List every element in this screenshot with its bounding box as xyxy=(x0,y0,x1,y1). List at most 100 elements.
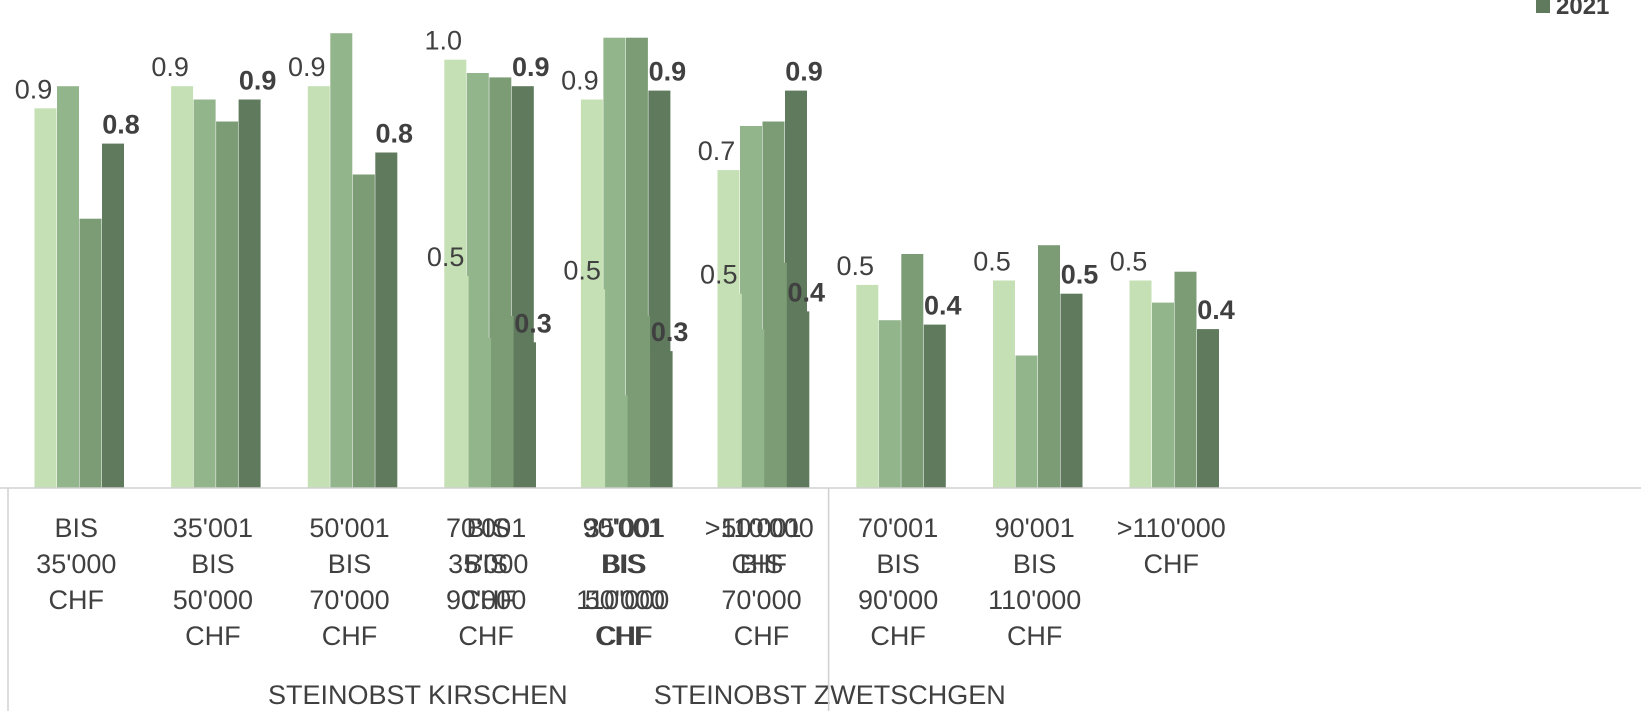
category-label-g1-c3-l2: 90'000 xyxy=(858,585,938,615)
data-label-g0-c0-s0: 0.9 xyxy=(15,74,53,104)
data-label-g1-c0-s0: 0.5 xyxy=(427,242,465,272)
bar-g1-c2-s3 xyxy=(787,311,810,488)
data-label-g1-c4-s0: 0.5 xyxy=(973,247,1011,277)
bar-g1-c0-s1 xyxy=(469,337,492,488)
data-label-g0-c1-s0: 0.9 xyxy=(151,52,189,82)
category-label-g1-c4-l1: BIS xyxy=(1013,549,1057,579)
category-label-g1-c1-l3: CHF xyxy=(597,621,653,651)
category-label-g0-c4-l3: CHF xyxy=(595,621,651,651)
bar-g1-c1-s3 xyxy=(650,351,673,488)
category-label-g0-c3-l2: 90'000 xyxy=(446,585,526,615)
category-label-g1-c5-l0: >110'000 xyxy=(1117,513,1226,543)
bar-g1-c0-s2 xyxy=(491,315,514,488)
bar-g0-c2-s0 xyxy=(307,86,330,488)
legend: 2021 xyxy=(1536,0,1609,20)
category-label-g1-c5-l1: CHF xyxy=(1144,549,1200,579)
category-label-g0-c5-l0: >110'000 xyxy=(705,513,814,543)
category-label-g1-c3-l1: BIS xyxy=(876,549,920,579)
category-label-g0-c2-l3: CHF xyxy=(322,621,378,651)
category-label-g0-c0-l1: 35'000 xyxy=(36,549,116,579)
bar-g1-c2-s1 xyxy=(742,329,765,488)
data-label-g1-c5-s3: 0.4 xyxy=(1197,295,1235,325)
data-label-g0-c5-s3: 0.9 xyxy=(785,57,823,87)
category-label-g1-c2-l1: BIS xyxy=(740,549,784,579)
bar-g0-c1-s0 xyxy=(171,86,194,488)
bar-g0-c0-s2 xyxy=(79,218,102,488)
data-label-g1-c3-s0: 0.5 xyxy=(837,251,875,281)
category-axis: BIS35'000CHF35'001BIS50'000CHF50'001BIS7… xyxy=(0,487,1641,711)
category-label-g1-c1-l1: BIS xyxy=(603,549,647,579)
category-label-g1-c4-l0: 90'001 xyxy=(995,513,1075,543)
data-label-g1-c5-s0: 0.5 xyxy=(1110,247,1148,277)
category-label-g0-c2-l0: 50'001 xyxy=(309,513,389,543)
category-label-g1-c2-l2: 70'000 xyxy=(721,585,801,615)
bar-g1-c4-s1 xyxy=(1015,355,1038,488)
bar-g1-c3-s1 xyxy=(878,320,901,488)
data-label-g0-c1-s3: 0.9 xyxy=(239,66,277,96)
bar-g1-c0-s0 xyxy=(446,276,469,488)
bar-g1-c4-s3 xyxy=(1060,293,1083,488)
group-label-0: STEINOBST KIRSCHEN xyxy=(268,680,568,710)
bar-g0-c1-s1 xyxy=(193,99,216,488)
bars-layer xyxy=(34,33,1219,489)
category-label-g0-c0-l2: CHF xyxy=(49,585,105,615)
category-label-g0-c4-l2: 110'000 xyxy=(576,585,669,615)
category-label-g0-c2-l1: BIS xyxy=(328,549,372,579)
data-label-g1-c4-s3: 0.5 xyxy=(1061,260,1099,290)
category-label-g1-c1-l0: 35'001 xyxy=(585,513,665,543)
bar-g0-c0-s1 xyxy=(57,86,79,488)
category-label-g0-c4-l0: 90'001 xyxy=(583,513,663,543)
bar-g1-c5-s2 xyxy=(1174,271,1197,488)
category-label-g1-c4-l2: 110'000 xyxy=(988,585,1081,615)
bar-g1-c1-s2 xyxy=(628,315,651,488)
legend-swatch-2021 xyxy=(1536,0,1550,13)
data-label-g0-c3-s3: 0.9 xyxy=(512,52,550,82)
bar-g1-c2-s2 xyxy=(764,262,787,488)
data-label-g0-c0-s3: 0.8 xyxy=(102,110,140,140)
bar-g1-c3-s3 xyxy=(923,324,946,488)
bar-g1-c4-s0 xyxy=(993,280,1015,488)
bar-g1-c5-s1 xyxy=(1152,302,1174,488)
data-label-g1-c1-s0: 0.5 xyxy=(563,255,601,285)
data-label-g0-c4-s0: 0.9 xyxy=(561,66,599,96)
category-label-g0-c4-l1: BIS xyxy=(601,549,645,579)
category-label-g1-c4-l3: CHF xyxy=(1007,621,1063,651)
bar-g1-c5-s0 xyxy=(1129,280,1152,488)
category-label-g1-c1-l2: 50'000 xyxy=(585,585,665,615)
bar-g1-c5-s3 xyxy=(1197,329,1219,488)
category-label-g0-c3-l3: CHF xyxy=(458,621,514,651)
value-labels-layer: 0.9 0.8 0.9 0.9 0.9 0.8 1.0 0.9 0.9 0.9 0.7 0.9 0.5 0… xyxy=(15,26,1235,347)
legend-label-2021: 2021 xyxy=(1556,0,1609,20)
category-label-g0-c5-l1: CHF xyxy=(732,549,788,579)
bar-g0-c2-s1 xyxy=(330,33,353,488)
category-label-g1-c0-l2: CHF xyxy=(461,585,517,615)
category-label-g1-c3-l0: 70'001 xyxy=(858,513,938,543)
bar-g0-c0-s0 xyxy=(34,108,57,489)
data-label-g1-c2-s3: 0.4 xyxy=(788,277,826,307)
bar-g0-c1-s2 xyxy=(216,121,239,488)
bar-g0-c0-s3 xyxy=(102,143,124,488)
category-label-g0-c3-l0: 70'001 xyxy=(446,513,526,543)
bar-g1-c0-s3 xyxy=(514,342,536,488)
data-label-g1-c3-s3: 0.4 xyxy=(924,291,962,321)
category-label-g1-c2-l0: 50'001 xyxy=(721,513,801,543)
bar-g1-c1-s0 xyxy=(583,289,606,488)
bar-g1-c1-s1 xyxy=(605,395,628,488)
data-label-g1-c2-s0: 0.5 xyxy=(700,260,738,290)
data-label-g0-c2-s3: 0.8 xyxy=(376,119,414,149)
bar-g1-c2-s0 xyxy=(719,293,742,488)
data-label-g0-c5-s0: 0.7 xyxy=(698,136,736,166)
bar-g0-c4-s1 xyxy=(603,37,626,488)
bar-g1-c3-s2 xyxy=(901,254,924,488)
category-label-g0-c3-l1: BIS xyxy=(464,549,508,579)
category-label-g1-c0-l1: 35'000 xyxy=(448,549,528,579)
bar-g0-c1-s3 xyxy=(238,99,261,488)
category-label-g0-c1-l3: CHF xyxy=(185,621,241,651)
category-label-g0-c0-l0: BIS xyxy=(55,513,99,543)
data-label-g1-c0-s3: 0.3 xyxy=(514,308,552,338)
bar-g1-c3-s0 xyxy=(856,284,879,488)
data-label-g0-c2-s0: 0.9 xyxy=(288,52,326,82)
category-label-g0-c1-l1: BIS xyxy=(191,549,235,579)
bar-g0-c2-s3 xyxy=(375,152,398,488)
group-label-1: STEINOBST ZWETSCHGEN xyxy=(654,680,1006,710)
